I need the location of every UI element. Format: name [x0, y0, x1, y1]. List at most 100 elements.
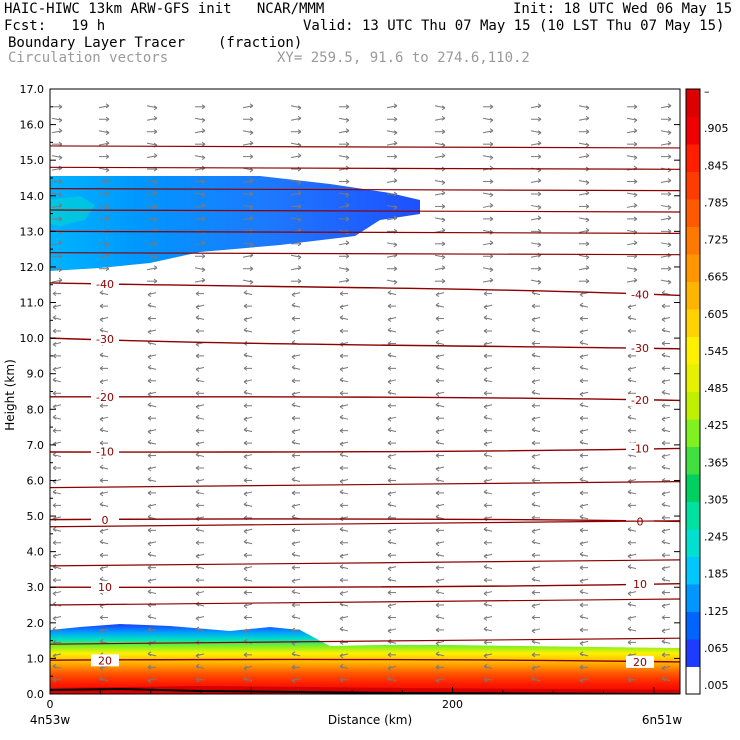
isotherm-line — [49, 637, 681, 645]
vector-arrowhead — [441, 190, 446, 196]
vector-arrowhead — [291, 466, 296, 472]
vector-arrowhead — [667, 215, 672, 221]
vector-arrowhead — [339, 564, 344, 570]
vector-arrowhead — [297, 180, 302, 185]
vector-arrowhead — [661, 590, 666, 595]
vector-arrowhead — [339, 291, 344, 297]
vector-arrowhead — [483, 677, 488, 683]
circulation-vector — [98, 180, 110, 184]
vector-arrowhead — [393, 279, 398, 285]
contour-label-bg — [91, 278, 119, 291]
vector-arrowhead — [291, 316, 296, 321]
vector-arrowhead — [339, 315, 344, 320]
vector-arrowhead — [339, 626, 344, 632]
circulation-vector — [242, 180, 254, 184]
circulation-vector — [434, 142, 446, 146]
vector-arrowhead — [147, 551, 152, 557]
y-axis-label: Height (km) — [3, 359, 17, 430]
vector-arrowhead — [58, 117, 63, 123]
vector-arrowhead — [393, 140, 398, 146]
vector-arrowhead — [345, 277, 350, 283]
vector-arrowhead — [633, 240, 638, 246]
vector-arrowhead — [531, 365, 536, 371]
vector-arrowhead — [435, 415, 440, 421]
circulation-vector — [51, 192, 63, 196]
vector-arrowhead — [489, 104, 494, 110]
vector-arrowhead — [147, 453, 152, 458]
vector-arrowhead — [387, 628, 392, 634]
vector-arrowhead — [435, 364, 440, 370]
circulation-vector — [386, 105, 398, 109]
vector-arrowhead — [579, 640, 584, 646]
vector-arrowhead — [489, 277, 494, 283]
circulation-vector — [51, 155, 63, 159]
vector-arrowhead — [579, 429, 584, 435]
circulation-vector — [98, 204, 110, 208]
vector-arrowhead — [627, 366, 632, 372]
vector-arrowhead — [579, 541, 584, 547]
vector-arrowhead — [531, 379, 536, 385]
vector-arrowhead — [579, 578, 584, 584]
vector-arrowhead — [661, 454, 666, 459]
vector-arrowhead — [195, 366, 200, 372]
vector-arrowhead — [633, 192, 638, 198]
colorbar-segment — [686, 391, 700, 420]
vector-arrowhead — [345, 216, 350, 222]
vector-arrowhead — [195, 291, 200, 297]
vector-arrowhead — [99, 552, 104, 558]
vector-arrowhead — [435, 578, 440, 584]
circulation-vector — [338, 192, 350, 196]
circulation-vector — [290, 217, 302, 221]
vector-arrowhead — [99, 352, 104, 358]
temperature-contour — [49, 518, 681, 523]
vector-arrowhead — [387, 464, 392, 470]
vector-arrowhead — [243, 427, 248, 433]
vector-arrowhead — [387, 365, 392, 371]
circulation-vector — [338, 242, 350, 246]
circulation-vector — [338, 279, 350, 283]
contour-label: 10 — [633, 578, 647, 591]
vector-arrowhead — [579, 490, 584, 496]
vector-arrowhead — [249, 266, 254, 272]
colorbar-segment — [686, 116, 700, 145]
vector-arrowhead — [147, 316, 152, 321]
vector-arrowhead — [483, 291, 488, 297]
temperature-contour — [49, 282, 681, 297]
circulation-vector — [338, 130, 350, 134]
vector-arrowhead — [531, 327, 536, 333]
vector-arrowhead — [661, 628, 666, 634]
x-left-location: 4n53w — [30, 713, 71, 727]
vector-arrowhead — [531, 491, 536, 497]
vector-arrowhead — [153, 204, 158, 209]
contour-label-bg — [626, 394, 654, 407]
vector-arrowhead — [627, 465, 632, 471]
vector-arrowhead — [393, 116, 398, 122]
vector-arrowhead — [393, 215, 398, 221]
vector-arrowhead — [243, 389, 248, 395]
vector-arrowhead — [531, 676, 536, 682]
vector-arrowhead — [483, 601, 488, 607]
circulation-vector — [98, 142, 110, 146]
vector-arrowhead — [531, 590, 536, 595]
vector-arrowhead — [585, 254, 590, 260]
circulation-vector — [98, 217, 110, 221]
vector-arrowhead — [243, 566, 248, 572]
vector-arrowhead — [627, 540, 632, 546]
circulation-vector — [242, 242, 254, 246]
vector-arrowhead — [585, 142, 590, 148]
vector-arrowhead — [585, 105, 590, 111]
vector-arrowhead — [483, 526, 488, 532]
circulation-vector — [434, 217, 446, 221]
vector-arrowhead — [195, 404, 200, 410]
circulation-vector — [578, 229, 590, 233]
vector-arrowhead — [52, 414, 57, 420]
colorbar-label: – — [704, 85, 710, 98]
vector-arrowhead — [661, 652, 666, 658]
vector-arrowhead — [661, 566, 666, 572]
vector-arrowhead — [52, 377, 57, 383]
vector-arrowhead — [249, 130, 254, 136]
vector-arrowhead — [483, 428, 488, 434]
vector-arrowhead — [667, 178, 672, 183]
vector-arrowhead — [441, 217, 446, 223]
vector-arrowhead — [483, 390, 488, 396]
